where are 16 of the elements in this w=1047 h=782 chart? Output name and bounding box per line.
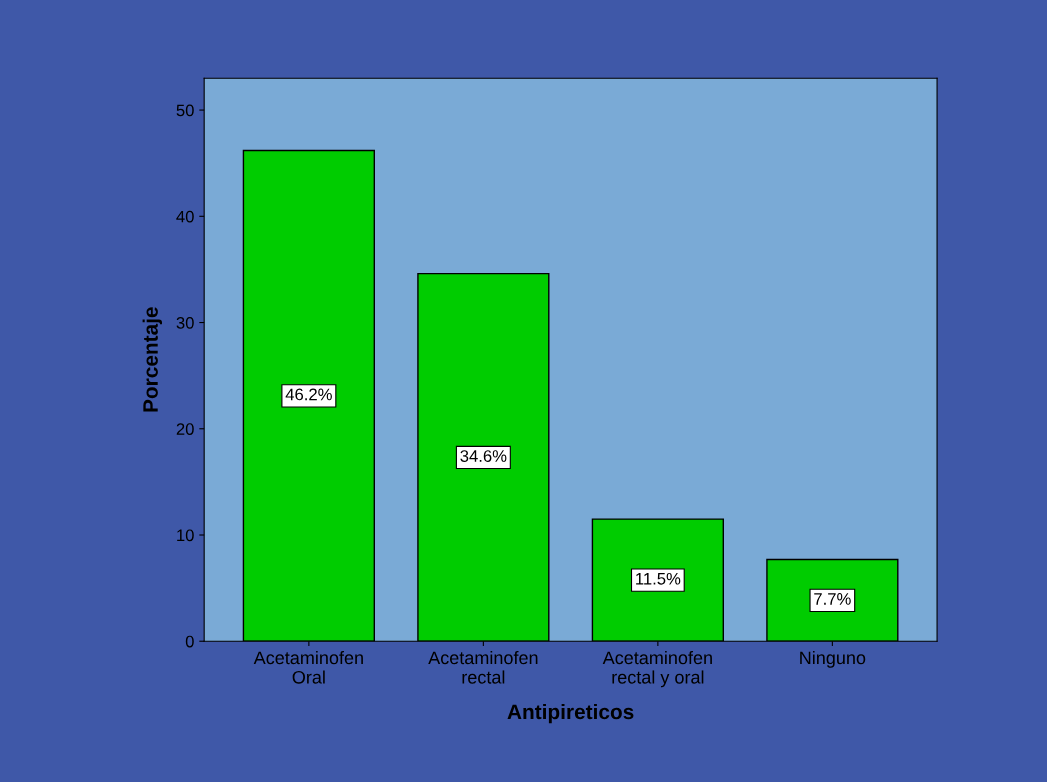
y-axis-title: Porcentaje: [142, 307, 163, 412]
x-tick-label: Acetaminofen Oral: [253, 650, 363, 684]
data-label: 46.2%: [285, 388, 332, 401]
x-axis-title: Antipireticos: [507, 703, 634, 724]
y-tick-label: 30: [176, 316, 194, 329]
y-tick-label: 10: [177, 529, 194, 542]
data-label: 7.7%: [814, 593, 851, 605]
x-tick-label: Acetaminofen rectal: [428, 650, 538, 684]
y-tick-label: 0: [185, 635, 194, 648]
y-tick-label: 20: [176, 423, 194, 435]
y-tick-label: 40: [176, 210, 194, 223]
data-label: 34.6%: [460, 450, 507, 462]
data-label: 11.5%: [636, 572, 681, 585]
x-tick-label: Ninguno: [800, 650, 866, 668]
y-tick-label: 50: [176, 104, 194, 117]
x-tick-label: Acetaminofen rectal y oral: [602, 650, 712, 688]
